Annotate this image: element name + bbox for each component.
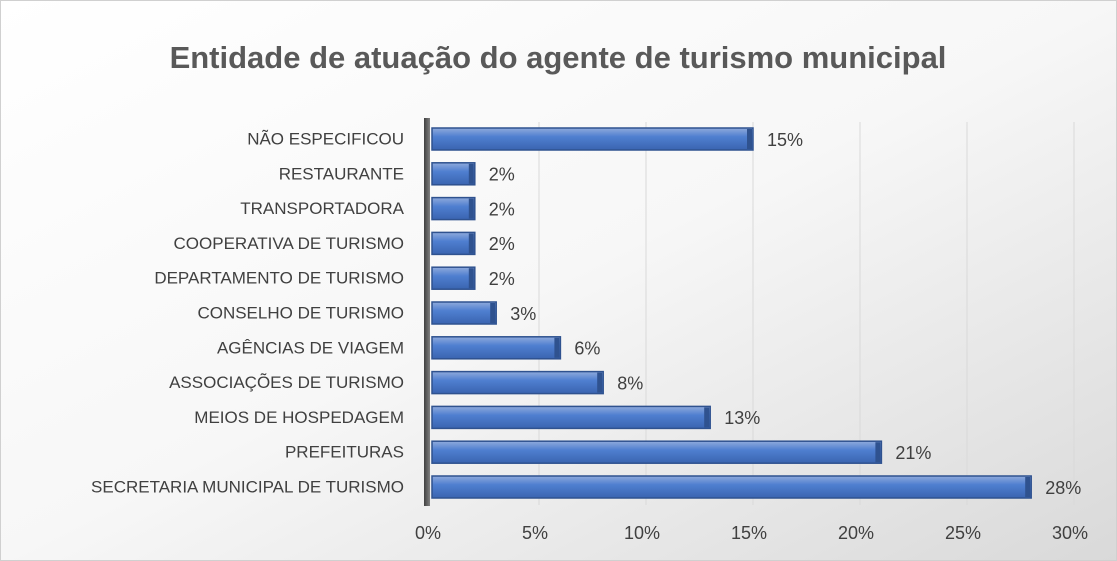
- bar: [431, 266, 476, 290]
- bar-end: [1025, 477, 1031, 497]
- data-label: 2%: [489, 234, 515, 254]
- bar: [431, 162, 476, 186]
- bar: [431, 405, 711, 430]
- data-label: 2%: [489, 269, 515, 289]
- bar-end: [704, 407, 710, 428]
- data-label: 6%: [574, 339, 600, 359]
- y-tick-label: AGÊNCIAS DE VIAGEM: [217, 338, 404, 357]
- data-label: 21%: [895, 443, 931, 463]
- bar-end: [468, 163, 474, 184]
- y-tick-label: NÃO ESPECIFICOU: [247, 129, 404, 148]
- bar: [431, 336, 562, 360]
- data-label: 2%: [489, 199, 515, 219]
- y-tick-label: TRANSPORTADORA: [240, 199, 404, 218]
- bar-end: [490, 303, 496, 323]
- x-tick-label: 10%: [624, 523, 660, 543]
- data-label: 28%: [1045, 478, 1081, 498]
- bar: [431, 127, 754, 151]
- chart-title: Entidade de atuação do agente de turismo…: [170, 40, 947, 75]
- y-tick-label: MEIOS DE HOSPEDAGEM: [194, 408, 404, 427]
- bar: [431, 231, 476, 256]
- bar: [431, 370, 604, 395]
- x-tick-label: 0%: [415, 523, 441, 543]
- bar-end: [468, 233, 474, 254]
- y-tick-label: COOPERATIVA DE TURISMO: [174, 234, 404, 253]
- data-label: 8%: [617, 373, 643, 393]
- x-tick-label: 5%: [522, 523, 548, 543]
- bar-end: [597, 372, 603, 393]
- y-tick-label: RESTAURANTE: [279, 164, 404, 183]
- y-tick-label: PREFEITURAS: [285, 443, 404, 462]
- bar: [431, 196, 476, 221]
- bar-end: [875, 442, 881, 463]
- y-tick-label: ASSOCIAÇÕES DE TURISMO: [169, 373, 404, 392]
- bar: [431, 475, 1032, 499]
- axis-wall: [424, 118, 430, 506]
- bar-end: [468, 268, 474, 289]
- x-tick-label: 25%: [945, 523, 981, 543]
- x-tick-label: 15%: [731, 523, 767, 543]
- x-tick-label: 20%: [838, 523, 874, 543]
- y-tick-label: CONSELHO DE TURISMO: [197, 303, 404, 322]
- x-tick-label: 30%: [1052, 523, 1088, 543]
- bar: [431, 440, 883, 464]
- bar-end: [554, 337, 560, 358]
- data-label: 15%: [767, 130, 803, 150]
- data-label: 13%: [724, 408, 760, 428]
- data-label: 3%: [510, 304, 536, 324]
- bar-end: [468, 198, 474, 219]
- bar: [431, 301, 497, 325]
- y-tick-label: SECRETARIA MUNICIPAL DE TURISMO: [91, 477, 404, 496]
- y-tick-label: DEPARTAMENTO DE TURISMO: [154, 269, 404, 288]
- data-label: 2%: [489, 165, 515, 185]
- bar-end: [747, 129, 752, 149]
